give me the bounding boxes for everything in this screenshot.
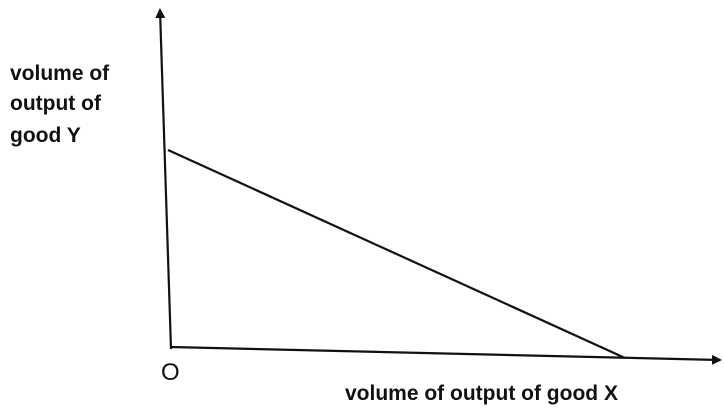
y-axis-label-line: good Y	[10, 124, 81, 147]
y-axis-label-line: output of	[10, 92, 102, 115]
y-axis	[155, 8, 173, 350]
x-axis-label: volume of output of good X	[345, 382, 618, 405]
origin-label: O	[161, 359, 180, 386]
frontier-line	[167, 148, 626, 360]
y-axis-label-line: volume of	[10, 62, 110, 85]
x-axis	[170, 345, 722, 365]
